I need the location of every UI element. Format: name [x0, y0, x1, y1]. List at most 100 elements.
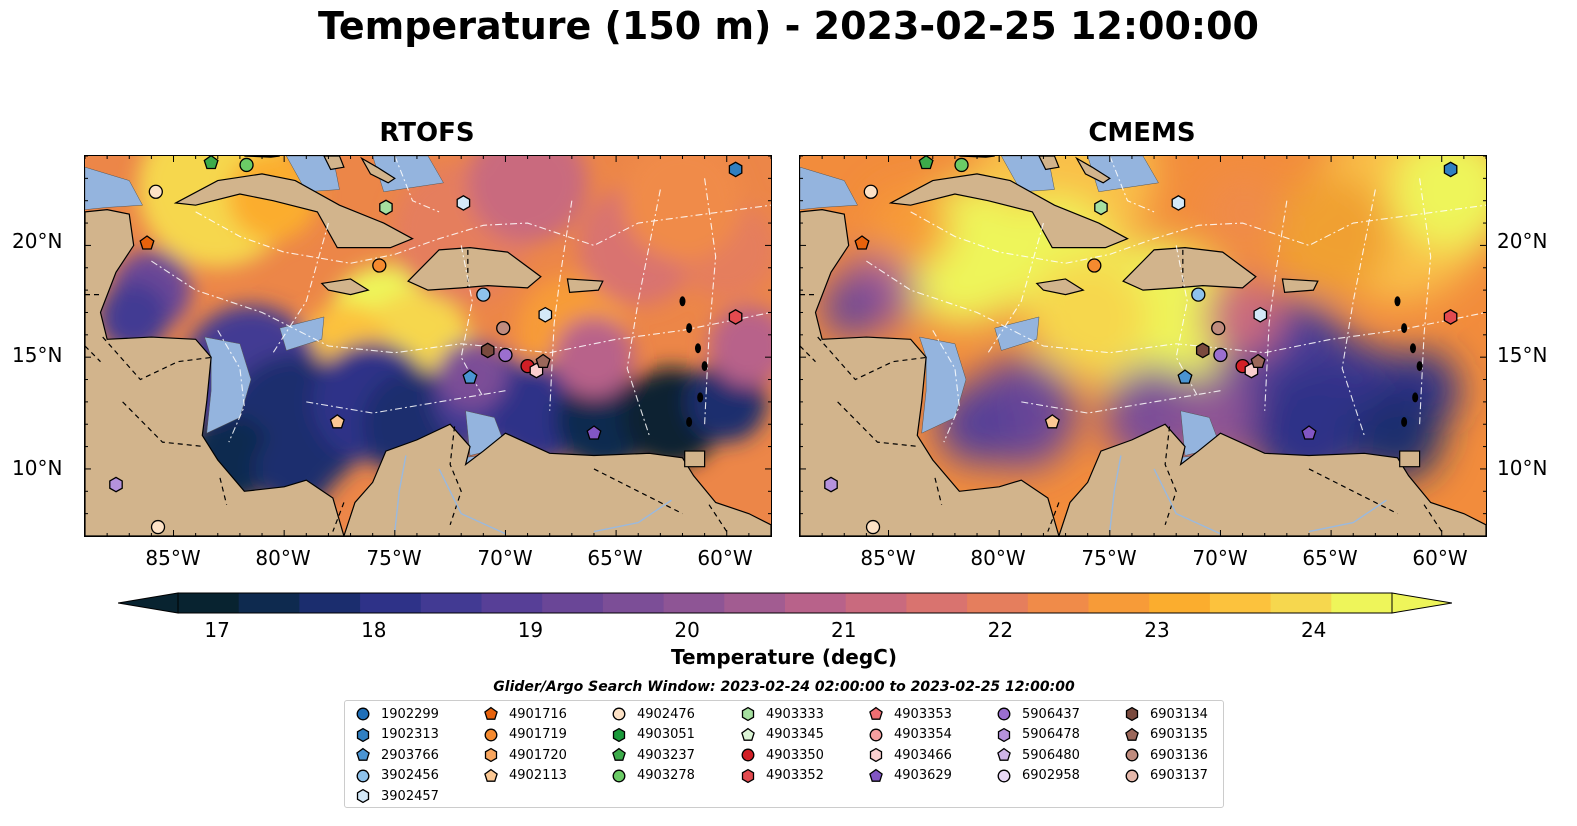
legend-item-label: 5906478 [1022, 727, 1080, 742]
circle-marker-icon [356, 707, 370, 721]
legend-item-label: 4903051 [637, 727, 695, 742]
colorbar-segment [967, 593, 1029, 613]
legend-item: 5906437 [996, 704, 1080, 724]
legend-item: 4903333 [740, 704, 824, 724]
colorbar-segment [1331, 593, 1393, 613]
float-legend: 1902299 1902313 2903766 3902456 3902457 49017… [344, 700, 1224, 808]
float-marker-4903629 [1301, 425, 1317, 440]
circle-marker-icon [484, 728, 498, 741]
lon-label-60w-cmems: 60°W [1412, 546, 1468, 570]
pentagon-marker-icon [1125, 727, 1139, 741]
float-marker-6903136 [496, 320, 511, 336]
float-marker-4903629 [586, 425, 602, 440]
colorbar-segment [785, 593, 847, 613]
circle-marker-icon [356, 769, 370, 782]
legend-item: 5906478 [996, 725, 1080, 745]
circle-marker-icon [741, 748, 755, 762]
colorbar-extend-low [118, 592, 179, 614]
legend-item: 6903135 [1124, 725, 1208, 745]
legend-item: 4903278 [611, 766, 695, 786]
legend-item: 4903237 [611, 745, 695, 765]
legend-item-label: 4901720 [509, 747, 567, 763]
pentagon-marker-icon [612, 747, 626, 761]
colorbar-segment [542, 593, 604, 613]
float-marker-4902476 [150, 519, 166, 535]
circle-marker-icon [997, 707, 1011, 721]
float-marker-4902113 [329, 414, 345, 429]
legend-title: Glider/Argo Search Window: 2023-02-24 02… [493, 679, 1075, 695]
colorbar-segment [360, 593, 422, 613]
colorbar-segment [1027, 593, 1089, 613]
float-marker-4903278 [954, 157, 969, 173]
float-marker-5906478 [824, 476, 838, 493]
lon-label-75w-cmems: 75°W [1081, 546, 1137, 570]
legend-item: 6903136 [1124, 745, 1208, 765]
lat-label-10n-right: 10°N [1497, 456, 1548, 480]
lat-label-20n-right: 20°N [1497, 229, 1548, 253]
legend-item: 4903353 [868, 704, 952, 724]
hexagon-marker-icon [356, 788, 370, 804]
colorbar-segment [178, 593, 240, 613]
float-marker-4902113 [1044, 414, 1060, 429]
hexagon-marker-icon [612, 727, 626, 742]
float-marker-4903237 [918, 156, 934, 170]
float-marker-5906437 [498, 347, 513, 363]
float-marker-4901719 [372, 258, 387, 273]
float-marker-6903136 [1211, 320, 1226, 336]
lon-label-60w-rtofs: 60°W [697, 546, 753, 570]
legend-item: 6902958 [996, 766, 1080, 786]
lon-label-65w-cmems: 65°W [1302, 546, 1358, 570]
colorbar-segment [1088, 593, 1150, 613]
float-marker-4903333 [1094, 199, 1108, 216]
legend-item-label: 4903354 [894, 727, 952, 742]
colorbar-tick-label: 22 [987, 618, 1014, 642]
legend-item: 3902456 [355, 766, 439, 786]
pentagon-marker-icon [869, 706, 883, 720]
colorbar-segment [663, 593, 725, 613]
legend-item: 3902457 [355, 786, 439, 806]
temperature-colorbar [118, 592, 1452, 614]
legend-item-label: 4903629 [894, 768, 952, 783]
float-marker-2903766 [462, 369, 478, 384]
legend-item-label: 5906437 [1022, 706, 1080, 722]
legend-item-label: 4902476 [637, 706, 695, 722]
pentagon-marker-icon [356, 747, 370, 761]
float-marker-2903766 [1177, 369, 1193, 384]
legend-item-label: 4903345 [766, 727, 824, 742]
legend-item-label: 4901716 [509, 706, 567, 722]
legend-item: 4903350 [740, 745, 824, 765]
circle-marker-icon [1125, 748, 1139, 762]
lon-label-80w-cmems: 80°W [970, 546, 1026, 570]
float-marker-4902476 [865, 519, 881, 535]
circle-marker-icon [612, 769, 626, 782]
lon-label-85w-cmems: 85°W [860, 546, 916, 570]
float-marker-5906478 [109, 476, 123, 493]
colorbar-tick-label: 21 [831, 618, 857, 642]
hexagon-marker-icon [1125, 706, 1139, 722]
pentagon-marker-icon [484, 706, 498, 720]
legend-item: 4903352 [740, 766, 824, 786]
lat-label-15n-right: 15°N [1497, 343, 1548, 367]
colorbar-label: Temperature (degC) [671, 645, 897, 669]
legend-item-label: 4903352 [766, 768, 824, 783]
legend-item: 5906480 [996, 745, 1080, 765]
legend-item: 4903466 [868, 745, 952, 765]
lon-label-80w-rtofs: 80°W [255, 546, 311, 570]
float-marker-4901719 [1087, 258, 1102, 273]
float-marker-6903134 [1195, 342, 1210, 359]
lon-label-70w-rtofs: 70°W [477, 546, 533, 570]
pentagon-marker-icon [869, 768, 883, 782]
legend-item-label: 6902958 [1022, 768, 1080, 783]
colorbar-segment [420, 593, 482, 613]
lon-label-85w-rtofs: 85°W [145, 546, 201, 570]
circle-marker-icon [869, 728, 883, 741]
colorbar-tick-label: 19 [517, 618, 544, 642]
colorbar-tick-label: 20 [674, 618, 700, 642]
float-marker-3902457 [456, 195, 471, 211]
hexagon-marker-icon [356, 727, 370, 742]
float-marker-1902313 [1443, 161, 1458, 178]
colorbar-segment [1209, 593, 1272, 613]
legend-item-label: 1902313 [381, 727, 439, 742]
float-marker-4903278 [239, 157, 254, 173]
colorbar-tick-label: 18 [361, 618, 387, 642]
